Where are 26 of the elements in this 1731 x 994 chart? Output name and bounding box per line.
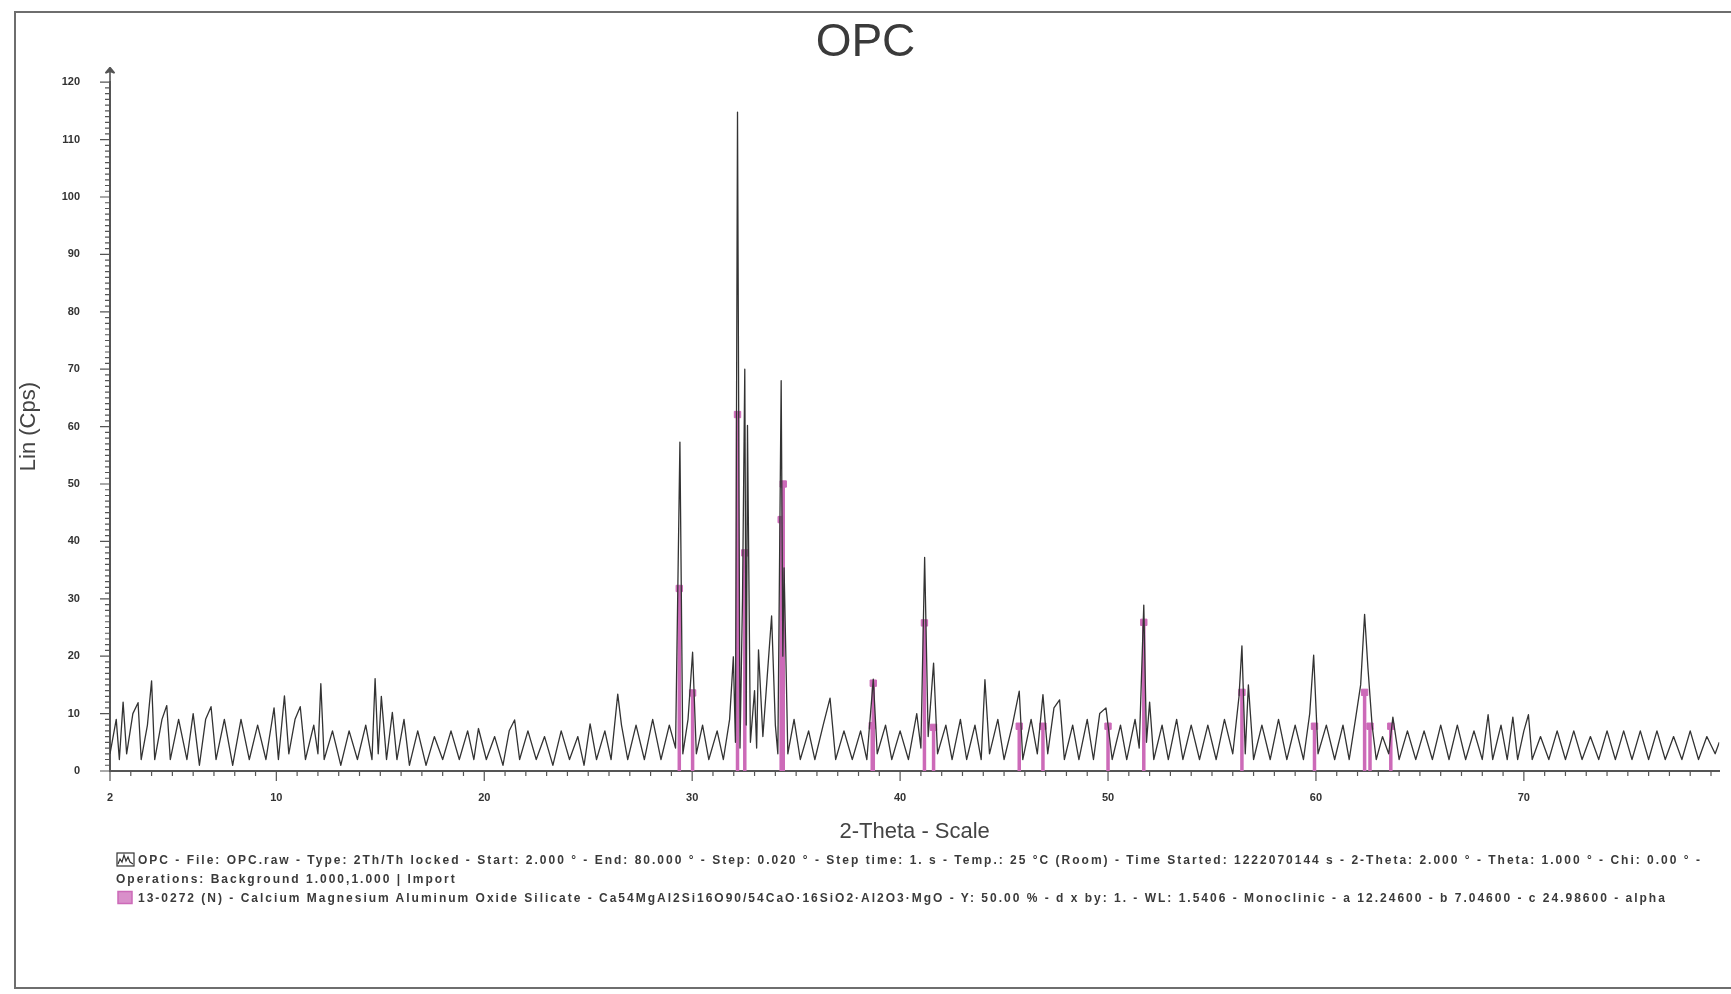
x-tick-label: 60 bbox=[1309, 790, 1323, 803]
x-tick-label: 10 bbox=[270, 790, 283, 803]
x-tick-label: 50 bbox=[1101, 790, 1115, 803]
y-tick-label: 80 bbox=[67, 304, 80, 317]
y-tick-label: 30 bbox=[67, 591, 80, 604]
y-tick-label: 10 bbox=[67, 706, 80, 719]
x-tick-label: 20 bbox=[478, 790, 491, 803]
y-tick-label: 50 bbox=[67, 477, 80, 490]
y-tick-label: 60 bbox=[67, 419, 80, 432]
x-tick-label: 2 bbox=[106, 790, 114, 803]
y-tick-label: 90 bbox=[67, 247, 80, 260]
y-tick-label: 20 bbox=[67, 649, 80, 662]
legend-label: 13-0272 (N) - Calcium Magnesium Aluminum Oxide Silicate - Ca54MgAl2Si16O90/54CaO·16SiO2·Al2O3·MgO - Y: 50.00 % - d x by: 1. - WL: 1.5406 - Monoclinic - a 12.24600 - b 7.04600 - c 24.98600 - alpha bbox=[138, 891, 1667, 905]
y-tick-label: 120 bbox=[61, 75, 80, 88]
y-tick-label: 70 bbox=[67, 362, 80, 375]
x-tick-label: 70 bbox=[1517, 790, 1530, 803]
x-axis-title: 2-Theta - Scale bbox=[839, 817, 990, 843]
legend-label: OPC - File: OPC.raw - Type: 2Th/Th locked - Start: 2.000 ° - End: 80.000 ° - Step: 0.020 ° - Step time: 1. s - Temp.: 25 °C (Room) - Time Started: 1222070144 s - 2-Theta: 2.000 ° - Theta: 1.000 ° - Chi: 0.00 ° - Operations: Background 1.000,1.000 | Import bbox=[116, 853, 1702, 886]
y-axis-title: Lin (Cps) bbox=[15, 381, 41, 472]
y-tick-label: 110 bbox=[62, 132, 80, 145]
y-tick-label: 100 bbox=[61, 190, 80, 203]
chart-title: OPC bbox=[815, 14, 916, 67]
y-tick-label: 0 bbox=[73, 764, 80, 777]
x-tick-label: 40 bbox=[893, 790, 907, 803]
y-tick-label: 40 bbox=[67, 534, 80, 547]
x-tick-label: 30 bbox=[686, 790, 699, 803]
